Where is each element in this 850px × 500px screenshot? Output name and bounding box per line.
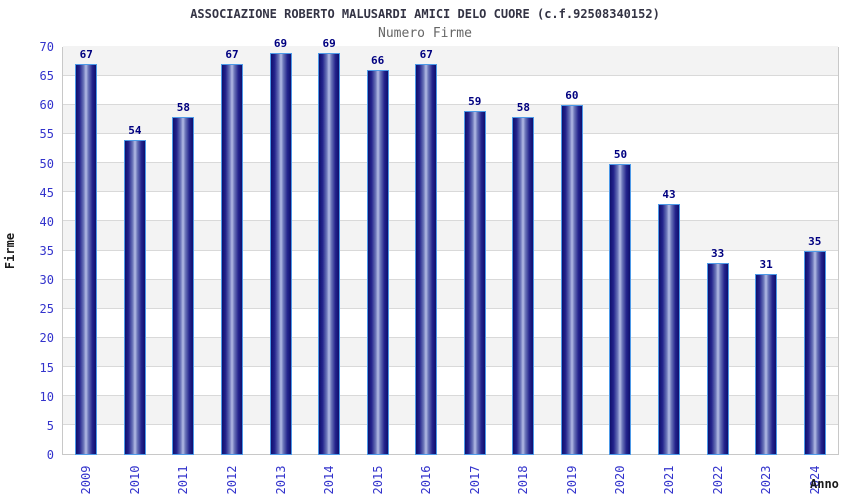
y-axis-title: Firme [3, 232, 17, 270]
plot-band [63, 75, 838, 105]
x-tick-label: 2018 [516, 465, 531, 495]
plot-band [63, 308, 838, 338]
gridline [63, 191, 838, 193]
x-tick-label: 2015 [370, 465, 385, 495]
y-tick-label: 65 [39, 69, 54, 84]
plot-band [63, 104, 838, 134]
y-tick-label: 70 [39, 40, 54, 54]
x-tick-label: 2013 [273, 465, 288, 495]
x-tick-label: 2022 [710, 465, 725, 495]
x-tick-label: 2023 [759, 465, 774, 495]
x-tick-label: 2012 [224, 465, 239, 495]
plot-band [63, 279, 838, 309]
y-tick-label: 30 [39, 273, 54, 288]
x-tick-label: 2021 [662, 465, 677, 495]
x-tick-label: 2010 [127, 465, 142, 495]
y-tick-label: 25 [39, 302, 54, 317]
plot-band [63, 133, 838, 163]
y-tick-label: 40 [39, 214, 54, 229]
chart-title: ASSOCIAZIONE ROBERTO MALUSARDI AMICI DEL… [190, 7, 660, 21]
gridline [63, 162, 838, 164]
plot-band [63, 424, 838, 454]
gridline [63, 132, 838, 134]
gridline [63, 336, 838, 338]
y-tick-label: 50 [39, 156, 54, 171]
x-tick-label: 2011 [176, 465, 191, 495]
gridline [63, 366, 838, 368]
plot-band [63, 337, 838, 367]
y-tick-label: 60 [39, 98, 54, 113]
gridline [63, 74, 838, 76]
plot-band [63, 250, 838, 280]
chart-subtitle: Numero Firme [378, 26, 472, 41]
gridline [63, 103, 838, 105]
plot-band [63, 220, 838, 250]
x-tick-label: 2009 [79, 465, 94, 495]
plot-area [62, 46, 839, 455]
x-tick-label: 2019 [564, 465, 579, 495]
gridline [63, 220, 838, 222]
y-tick-label: 55 [39, 127, 54, 142]
plot-band [63, 191, 838, 221]
plot-band [63, 46, 838, 76]
y-tick-label: 15 [39, 360, 54, 375]
y-tick-label: 0 [46, 448, 54, 462]
y-tick-label: 10 [39, 389, 54, 404]
plot-band [63, 366, 838, 396]
x-axis-title: Anno [810, 477, 839, 491]
gridline [63, 424, 838, 426]
gridline [63, 307, 838, 309]
gridline [63, 395, 838, 397]
gridline [63, 249, 838, 251]
x-tick-label: 2017 [467, 465, 482, 495]
x-tick-label: 2016 [419, 465, 434, 495]
plot-band [63, 395, 838, 425]
gridline [63, 278, 838, 280]
y-tick-label: 45 [39, 185, 54, 200]
x-tick-label: 2014 [322, 465, 337, 495]
x-tick-label: 2020 [613, 465, 628, 495]
y-tick-label: 5 [46, 418, 54, 433]
y-tick-label: 20 [39, 331, 54, 346]
plot-band [63, 162, 838, 192]
